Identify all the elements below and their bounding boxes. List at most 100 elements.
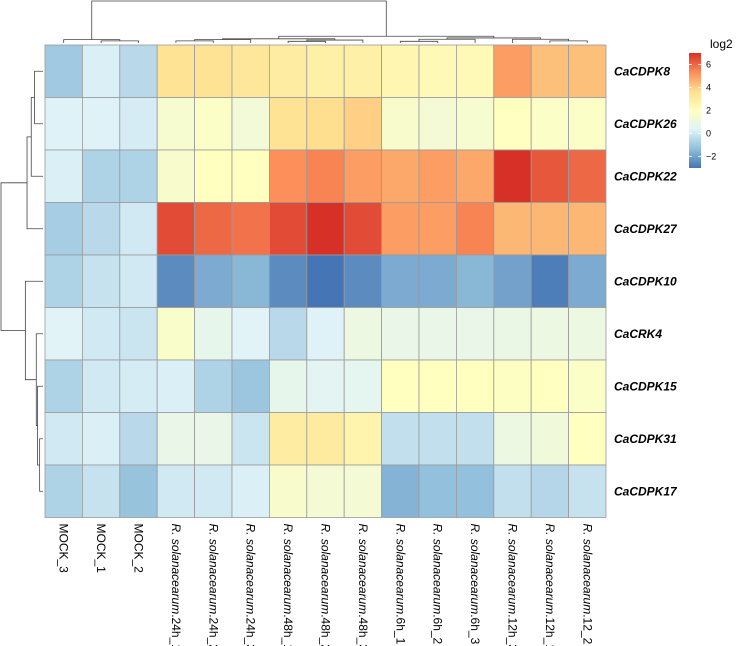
legend-ticks: 6 4 2 0 −2 <box>689 60 716 162</box>
heatmap-cell <box>194 202 233 256</box>
heatmap-cell <box>231 149 270 203</box>
heatmap-cell <box>418 44 457 98</box>
heatmap-cell <box>231 44 270 98</box>
column-label: R. solanacearum.24h_1 <box>169 524 183 646</box>
row-label: CaCDPK10 <box>614 274 677 288</box>
heatmap-cell <box>343 97 383 151</box>
row-label: CaCDPK8 <box>614 64 670 78</box>
heatmap-cell <box>82 44 121 98</box>
heatmap-cell <box>530 359 570 413</box>
column-label: R. solanacearum.6h_1 <box>393 524 407 645</box>
heatmap-cell <box>381 97 420 151</box>
column-label: R. solanacearum.6h_3 <box>468 524 482 645</box>
column-label: R. solanacearum.12h_1 <box>543 524 557 646</box>
heatmap-cell <box>343 412 383 466</box>
heatmap-cell <box>568 307 607 361</box>
heatmap-cell <box>343 464 383 518</box>
row-label: CaCDPK22 <box>614 169 677 183</box>
dendrogram-branch <box>63 39 121 43</box>
heatmap-cell <box>568 44 607 98</box>
heatmap-cell <box>343 44 383 98</box>
heatmap-cell <box>119 44 158 98</box>
row-dendrogram <box>0 70 43 492</box>
dendrogram-branch <box>287 40 326 43</box>
legend-tick-label: 2 <box>706 106 711 116</box>
dendrogram-branch <box>24 280 43 381</box>
heatmap-cell <box>418 254 457 308</box>
heatmap-cell <box>82 149 121 203</box>
heatmap-cell <box>493 464 532 518</box>
heatmap-cell <box>231 202 270 256</box>
column-label: R. solanacearum.12_2 <box>580 524 594 645</box>
heatmap-cell <box>493 202 532 256</box>
row-label: CaCDPK26 <box>614 117 677 131</box>
heatmap-cell <box>568 254 607 308</box>
heatmap-cell <box>119 149 158 203</box>
heatmap-cell <box>194 97 233 151</box>
heatmap-cell <box>381 359 420 413</box>
heatmap-cell <box>418 412 457 466</box>
heatmap-cell <box>194 44 233 98</box>
heatmap-cell <box>44 202 83 256</box>
dendrogram-branch <box>30 97 43 177</box>
legend-tick-label: 0 <box>706 129 711 139</box>
heatmap-cell <box>306 412 345 466</box>
heatmap-cell <box>418 464 457 518</box>
heatmap-cell <box>381 202 420 256</box>
column-label: R. solanacearum.48h_2 <box>319 524 333 646</box>
heatmap-cell <box>306 149 345 203</box>
heatmap-cell <box>194 254 233 308</box>
heatmap-cell <box>343 254 383 308</box>
heatmap-cell <box>268 359 308 413</box>
heatmap-cell <box>194 412 233 466</box>
heatmap-cell <box>44 464 83 518</box>
heatmap-cell <box>82 359 121 413</box>
heatmap-cell <box>156 149 195 203</box>
heatmap-cell <box>455 44 495 98</box>
heatmap-cell <box>568 202 607 256</box>
heatmap-cell <box>568 359 607 413</box>
heatmap-cell <box>530 464 570 518</box>
heatmap-cell <box>268 412 308 466</box>
heatmap-cell <box>381 44 420 98</box>
heatmap-cell <box>44 307 83 361</box>
heatmap-cell <box>530 97 570 151</box>
heatmap-cell <box>568 464 607 518</box>
heatmap-cell <box>455 97 495 151</box>
heatmap-cell <box>493 44 532 98</box>
heatmap-cell <box>156 412 195 466</box>
heatmap-cell <box>231 359 270 413</box>
heatmap-cell <box>418 149 457 203</box>
heatmap-cell <box>268 202 308 256</box>
heatmap-cell <box>82 412 121 466</box>
dendrogram-branch <box>34 70 43 125</box>
dendrogram-branch <box>175 40 214 43</box>
heatmap-cell <box>44 412 83 466</box>
heatmap-cell <box>343 359 383 413</box>
row-label: CaCDPK31 <box>614 432 677 446</box>
legend-colorbar <box>689 53 701 168</box>
row-labels: CaCDPK8 CaCDPK26 CaCDPK22 CaCDPK27 CaCDPK10 C… <box>614 64 678 498</box>
legend-tick-label: 4 <box>706 83 711 93</box>
heatmap-cell <box>493 307 532 361</box>
heatmap-cell <box>268 149 308 203</box>
dendrogram-branch <box>39 438 43 492</box>
heatmap-cell <box>306 359 345 413</box>
heatmap-cell <box>455 307 495 361</box>
heatmap-cell <box>381 464 420 518</box>
heatmap-cell <box>381 307 420 361</box>
heatmap-cell <box>119 97 158 151</box>
heatmap-cell <box>194 359 233 413</box>
heatmap-cell <box>268 307 308 361</box>
heatmap-cell <box>306 307 345 361</box>
legend-title: log2 <box>710 37 733 51</box>
heatmap-cell <box>381 412 420 466</box>
heatmap-cell <box>156 359 195 413</box>
row-label: CaCDPK27 <box>614 222 678 236</box>
heatmap-cell <box>455 202 495 256</box>
heatmap-cell <box>268 44 308 98</box>
row-label: CaCDPK15 <box>614 379 677 393</box>
heatmap-cell <box>343 307 383 361</box>
column-label: R. solanacearum.48h_1 <box>281 524 295 646</box>
